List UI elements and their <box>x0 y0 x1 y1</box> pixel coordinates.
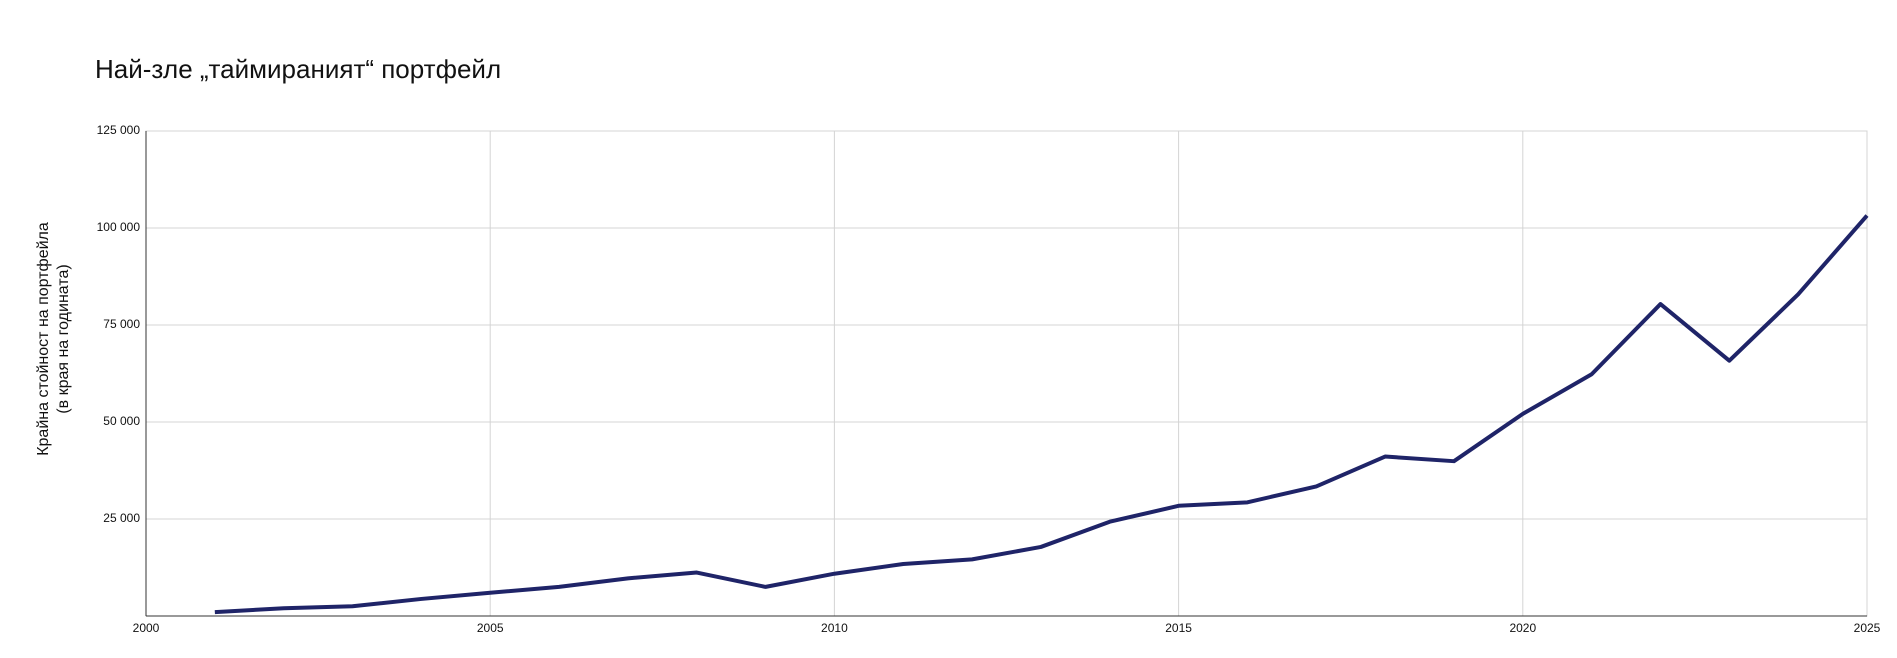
x-tick-label: 2010 <box>821 621 848 635</box>
y-tick-label: 75 000 <box>103 317 140 331</box>
x-tick-label: 2020 <box>1509 621 1536 635</box>
y-tick-label: 100 000 <box>97 220 141 234</box>
chart-title: Най-зле „таймираният“ портфейл <box>95 54 501 84</box>
y-axis-title: Крайна стойност на портфейла <box>35 222 52 456</box>
x-tick-label: 2025 <box>1854 621 1881 635</box>
y-tick-label: 50 000 <box>103 414 140 428</box>
y-axis-title: (в края на годината) <box>55 264 72 413</box>
y-tick-label: 25 000 <box>103 511 140 525</box>
x-tick-label: 2005 <box>477 621 504 635</box>
plot-frame <box>145 130 1868 617</box>
x-tick-label: 2000 <box>133 621 160 635</box>
x-tick-label: 2015 <box>1165 621 1192 635</box>
line-series <box>214 214 1869 615</box>
y-tick-label: 125 000 <box>97 123 141 137</box>
